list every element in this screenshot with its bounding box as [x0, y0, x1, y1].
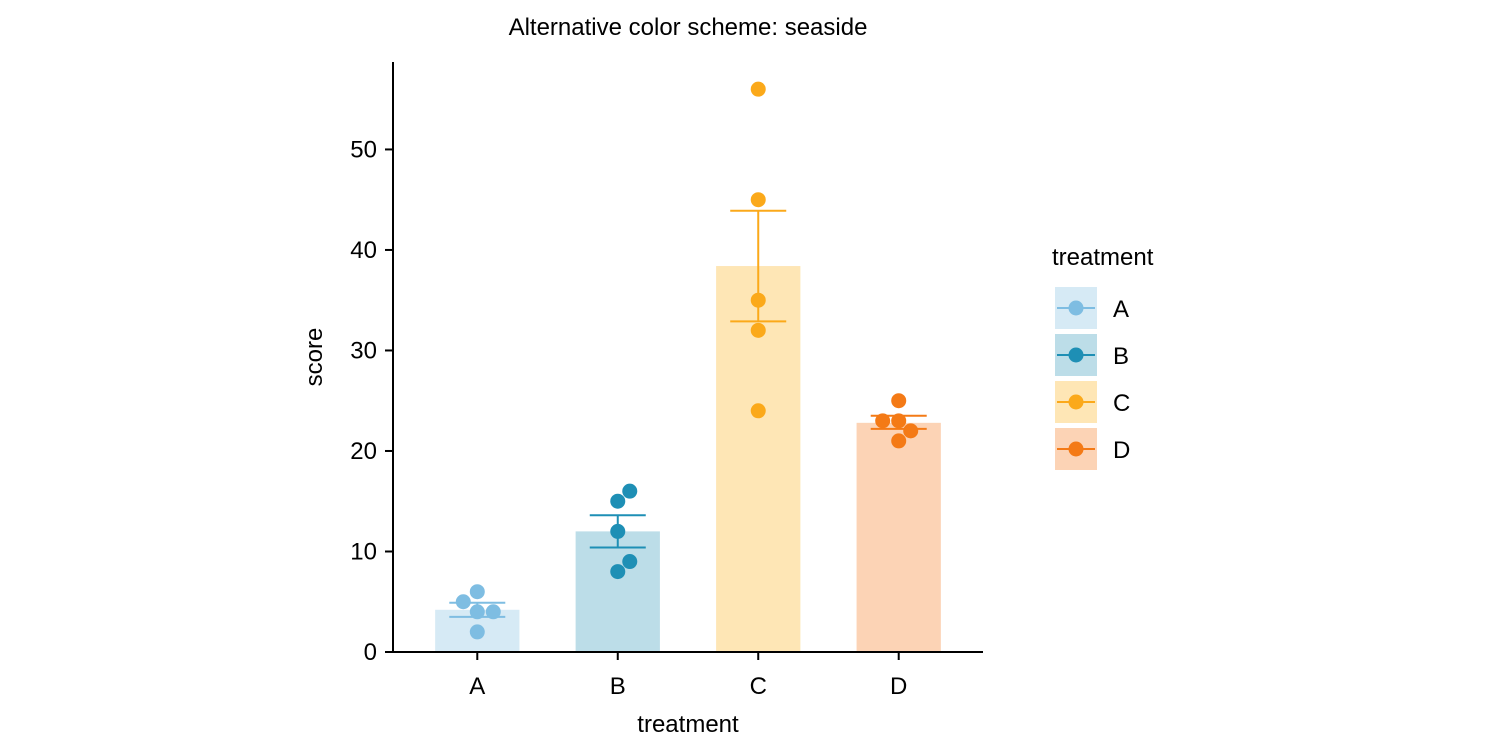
legend-label: C — [1113, 390, 1130, 417]
legend-item-a: A — [1055, 287, 1129, 329]
legend-title: treatment — [1052, 244, 1154, 271]
legend-label: D — [1113, 437, 1130, 464]
data-point-c — [750, 322, 766, 338]
y-tick-label: 50 — [350, 136, 377, 163]
data-point-d — [875, 413, 891, 429]
legend-item-c: C — [1055, 381, 1130, 423]
legend-label: A — [1113, 296, 1129, 323]
x-tick-label: D — [890, 673, 907, 700]
x-tick-label: C — [750, 673, 767, 700]
data-point-d — [903, 423, 919, 439]
legend-key-point — [1068, 300, 1084, 316]
plot-area — [435, 81, 941, 652]
x-axis-label: treatment — [637, 711, 739, 738]
data-point-a — [469, 604, 485, 620]
y-tick-label: 40 — [350, 237, 377, 264]
data-point-b — [610, 493, 626, 509]
data-point-c — [750, 192, 766, 208]
data-point-a — [469, 584, 485, 600]
y-tick-label: 0 — [364, 639, 377, 666]
x-tick-label: B — [610, 673, 626, 700]
data-point-d — [891, 433, 907, 449]
data-point-c — [750, 403, 766, 419]
y-tick-label: 20 — [350, 438, 377, 465]
data-point-a — [469, 624, 485, 640]
legend-label: B — [1113, 343, 1129, 370]
data-point-d — [891, 413, 907, 429]
data-point-b — [610, 523, 626, 539]
data-point-b — [622, 554, 638, 570]
data-point-c — [750, 292, 766, 308]
x-tick-label: A — [469, 673, 485, 700]
legend-key-point — [1068, 394, 1084, 410]
legend-item-d: D — [1055, 428, 1130, 470]
legend-item-b: B — [1055, 334, 1129, 376]
chart-title: Alternative color scheme: seaside — [509, 14, 868, 41]
data-point-b — [610, 564, 626, 580]
data-point-d — [891, 393, 907, 409]
data-point-a — [485, 604, 501, 620]
data-point-c — [750, 81, 766, 97]
data-point-a — [455, 594, 471, 610]
bar-b — [575, 531, 660, 652]
bar-d — [856, 422, 941, 652]
y-axis-label: score — [301, 328, 328, 387]
y-tick-label: 30 — [350, 337, 377, 364]
data-point-b — [622, 483, 638, 499]
x-axis-ticks: A B C D — [469, 652, 907, 700]
legend-key-point — [1068, 441, 1084, 457]
y-tick-label: 10 — [350, 538, 377, 565]
legend-key-point — [1068, 347, 1084, 363]
y-axis-ticks: 0 10 20 30 40 50 — [350, 136, 393, 666]
